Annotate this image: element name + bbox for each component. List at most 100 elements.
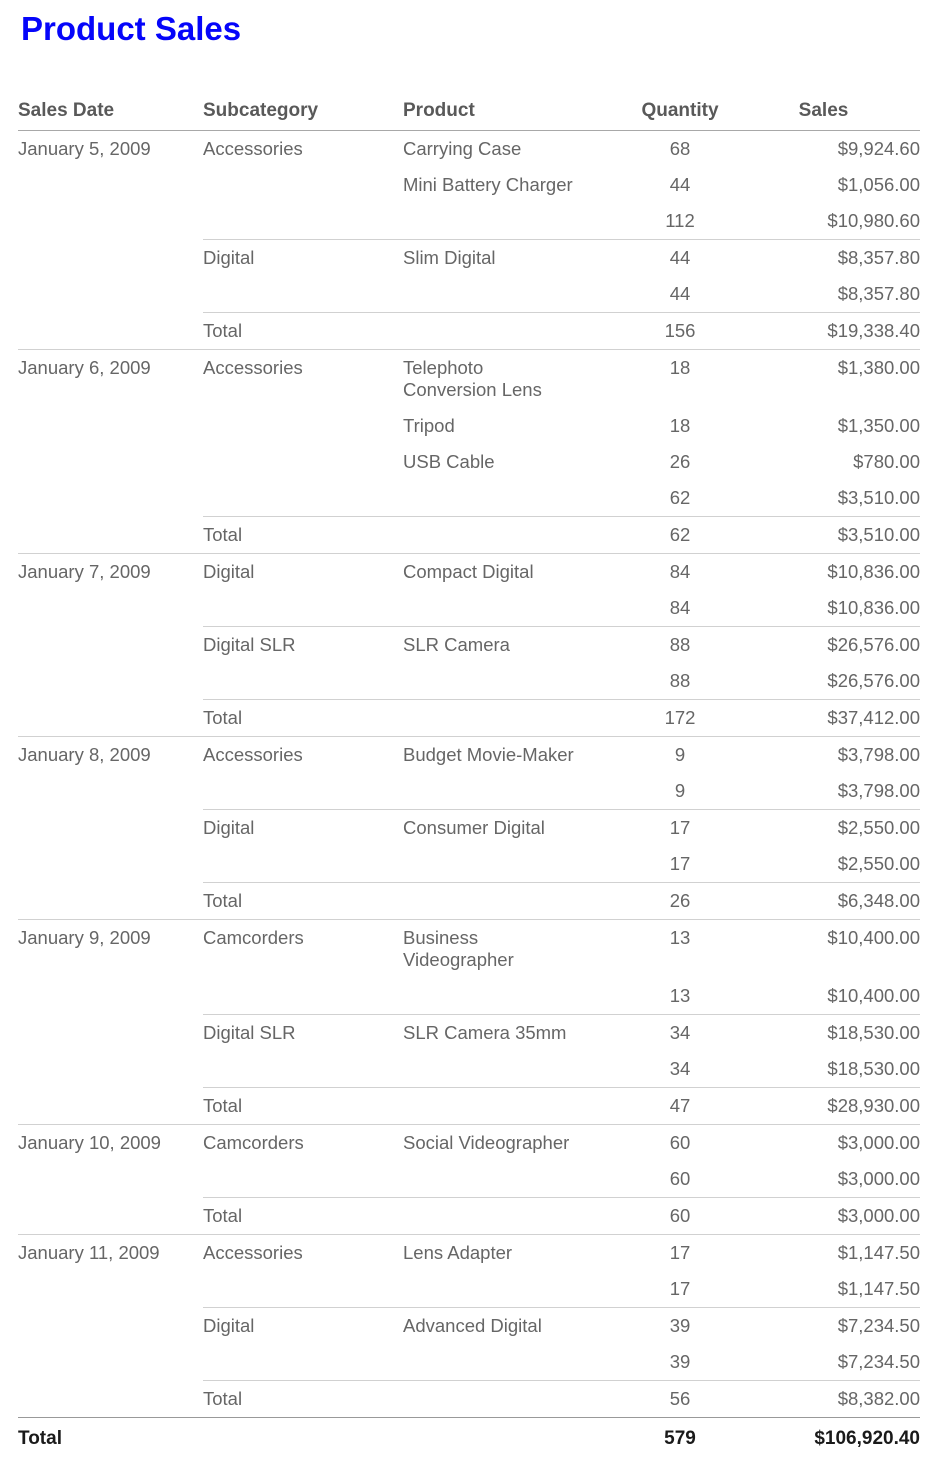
cell-quantity: 18 xyxy=(633,349,727,408)
cell-product: Budget Movie-Maker xyxy=(403,736,633,773)
cell-subcategory xyxy=(203,1271,403,1308)
cell-quantity: 17 xyxy=(669,1278,691,1299)
cell-subcategory xyxy=(203,480,403,517)
cell-product: Social Videographer xyxy=(403,1124,633,1161)
cell-sales: $1,350.00 xyxy=(837,415,920,436)
subcategory-subtotal-row: 112 $10,980.60 xyxy=(18,203,920,240)
cell-product: USB Cable xyxy=(403,444,633,480)
product-name: Consumer Digital xyxy=(403,817,545,838)
cell-quantity: 26 xyxy=(633,882,727,920)
product-row: Digital Consumer Digital 17 $2,550.00 xyxy=(18,809,920,847)
cell-sales: $10,836.00 xyxy=(727,553,920,590)
cell-product xyxy=(403,1417,633,1462)
cell-sales-date xyxy=(18,517,203,554)
cell-sales: $26,576.00 xyxy=(827,670,920,691)
date-total-row: Total 26 $6,348.00 xyxy=(18,882,920,920)
cell-subcategory xyxy=(203,773,403,810)
cell-subcategory xyxy=(203,203,403,240)
cell-sales-date xyxy=(18,1344,203,1381)
cell-quantity: 88 xyxy=(669,670,691,691)
subcategory-subtotal-row: 34 $18,530.00 xyxy=(18,1051,920,1088)
cell-quantity: 60 xyxy=(633,1197,727,1235)
product-name: Advanced Digital xyxy=(403,1315,542,1336)
cell-product xyxy=(403,276,633,313)
product-row: Tripod 18 $1,350.00 xyxy=(18,408,920,444)
cell-sales: $3,000.00 xyxy=(727,1197,920,1235)
cell-product: Tripod xyxy=(403,408,633,444)
cell-subcategory: Digital xyxy=(203,1307,403,1344)
cell-sales: $10,980.60 xyxy=(827,210,920,231)
date-total-row: Total 56 $8,382.00 xyxy=(18,1380,920,1418)
cell-product: Business Videographer xyxy=(403,919,633,978)
cell-sales-date xyxy=(18,240,203,277)
cell-sales: $10,836.00 xyxy=(827,597,920,618)
cell-sales-date xyxy=(18,480,203,517)
cell-sales: $3,510.00 xyxy=(727,516,920,554)
subcategory-subtotal-row: 39 $7,234.50 xyxy=(18,1344,920,1381)
cell-product xyxy=(403,1380,633,1418)
column-header-sales-date: Sales Date xyxy=(18,98,203,131)
product-row: Digital SLR SLR Camera 88 $26,576.00 xyxy=(18,626,920,664)
cell-product: Slim Digital xyxy=(403,239,633,276)
cell-sales-date xyxy=(18,810,203,847)
cell-subcategory xyxy=(203,1051,403,1088)
cell-product: Advanced Digital xyxy=(403,1307,633,1344)
cell-sales-date xyxy=(18,1198,203,1235)
table-header: Sales Date Subcategory Product Quantity … xyxy=(18,98,920,131)
cell-sales-date xyxy=(18,627,203,664)
grand-total-row: Total 579 $106,920.40 xyxy=(18,1417,920,1462)
product-name: Compact Digital xyxy=(403,561,534,582)
report-title: Product Sales xyxy=(21,10,242,47)
cell-sales: $106,920.40 xyxy=(727,1417,920,1462)
cell-sales-date xyxy=(18,590,203,627)
cell-product xyxy=(403,978,633,1015)
cell-product xyxy=(403,1344,633,1381)
cell-sales: $18,530.00 xyxy=(727,1014,920,1051)
cell-subcategory: Accessories xyxy=(203,1234,403,1271)
cell-quantity: 156 xyxy=(633,312,727,350)
cell-sales: $1,147.50 xyxy=(837,1278,920,1299)
cell-sales-date xyxy=(18,978,203,1015)
product-row: January 5, 2009 Accessories Carrying Case 6… xyxy=(18,131,920,168)
cell-quantity: 44 xyxy=(633,239,727,276)
cell-quantity: 17 xyxy=(633,809,727,846)
product-name: Budget Movie-Maker xyxy=(403,744,574,765)
product-name: Tripod xyxy=(403,415,455,436)
cell-subcategory: Total xyxy=(203,882,403,920)
cell-sales: $3,798.00 xyxy=(727,736,920,773)
cell-subcategory: Camcorders xyxy=(203,919,403,978)
cell-sales: $1,380.00 xyxy=(727,349,920,408)
cell-subcategory: Digital xyxy=(203,239,403,276)
cell-sales-date xyxy=(18,1161,203,1198)
cell-sales-date: January 9, 2009 xyxy=(18,919,203,978)
cell-sales: $1,147.50 xyxy=(727,1234,920,1271)
cell-sales: $10,400.00 xyxy=(827,985,920,1006)
cell-quantity: 39 xyxy=(669,1351,691,1372)
cell-quantity: 17 xyxy=(669,853,691,874)
cell-sales-date xyxy=(18,1015,203,1052)
cell-subcategory xyxy=(203,408,403,444)
cell-sales-date: January 11, 2009 xyxy=(18,1234,203,1271)
cell-subcategory: Accessories xyxy=(203,349,403,408)
cell-sales: $26,576.00 xyxy=(727,626,920,663)
cell-product xyxy=(403,480,633,517)
product-row: Digital Advanced Digital 39 $7,234.50 xyxy=(18,1307,920,1344)
cell-quantity: 17 xyxy=(633,1234,727,1271)
cell-subcategory xyxy=(203,276,403,313)
cell-sales-date xyxy=(18,1271,203,1308)
cell-sales: $28,930.00 xyxy=(727,1087,920,1125)
cell-sales: $3,510.00 xyxy=(837,487,920,508)
cell-subcategory: Total xyxy=(203,1380,403,1418)
cell-quantity: 68 xyxy=(669,138,691,159)
cell-sales-date xyxy=(18,883,203,920)
cell-quantity: 26 xyxy=(669,451,691,472)
cell-sales: $8,382.00 xyxy=(727,1380,920,1418)
cell-product: Carrying Case xyxy=(403,131,633,168)
product-name: Social Videographer xyxy=(403,1132,570,1153)
header-row: Sales Date Subcategory Product Quantity … xyxy=(18,98,920,131)
cell-subcategory: Accessories xyxy=(203,736,403,773)
cell-quantity: 579 xyxy=(633,1417,727,1462)
cell-product xyxy=(403,203,633,240)
subcategory-subtotal-row: 60 $3,000.00 xyxy=(18,1161,920,1198)
column-header-quantity: Quantity xyxy=(633,98,727,131)
